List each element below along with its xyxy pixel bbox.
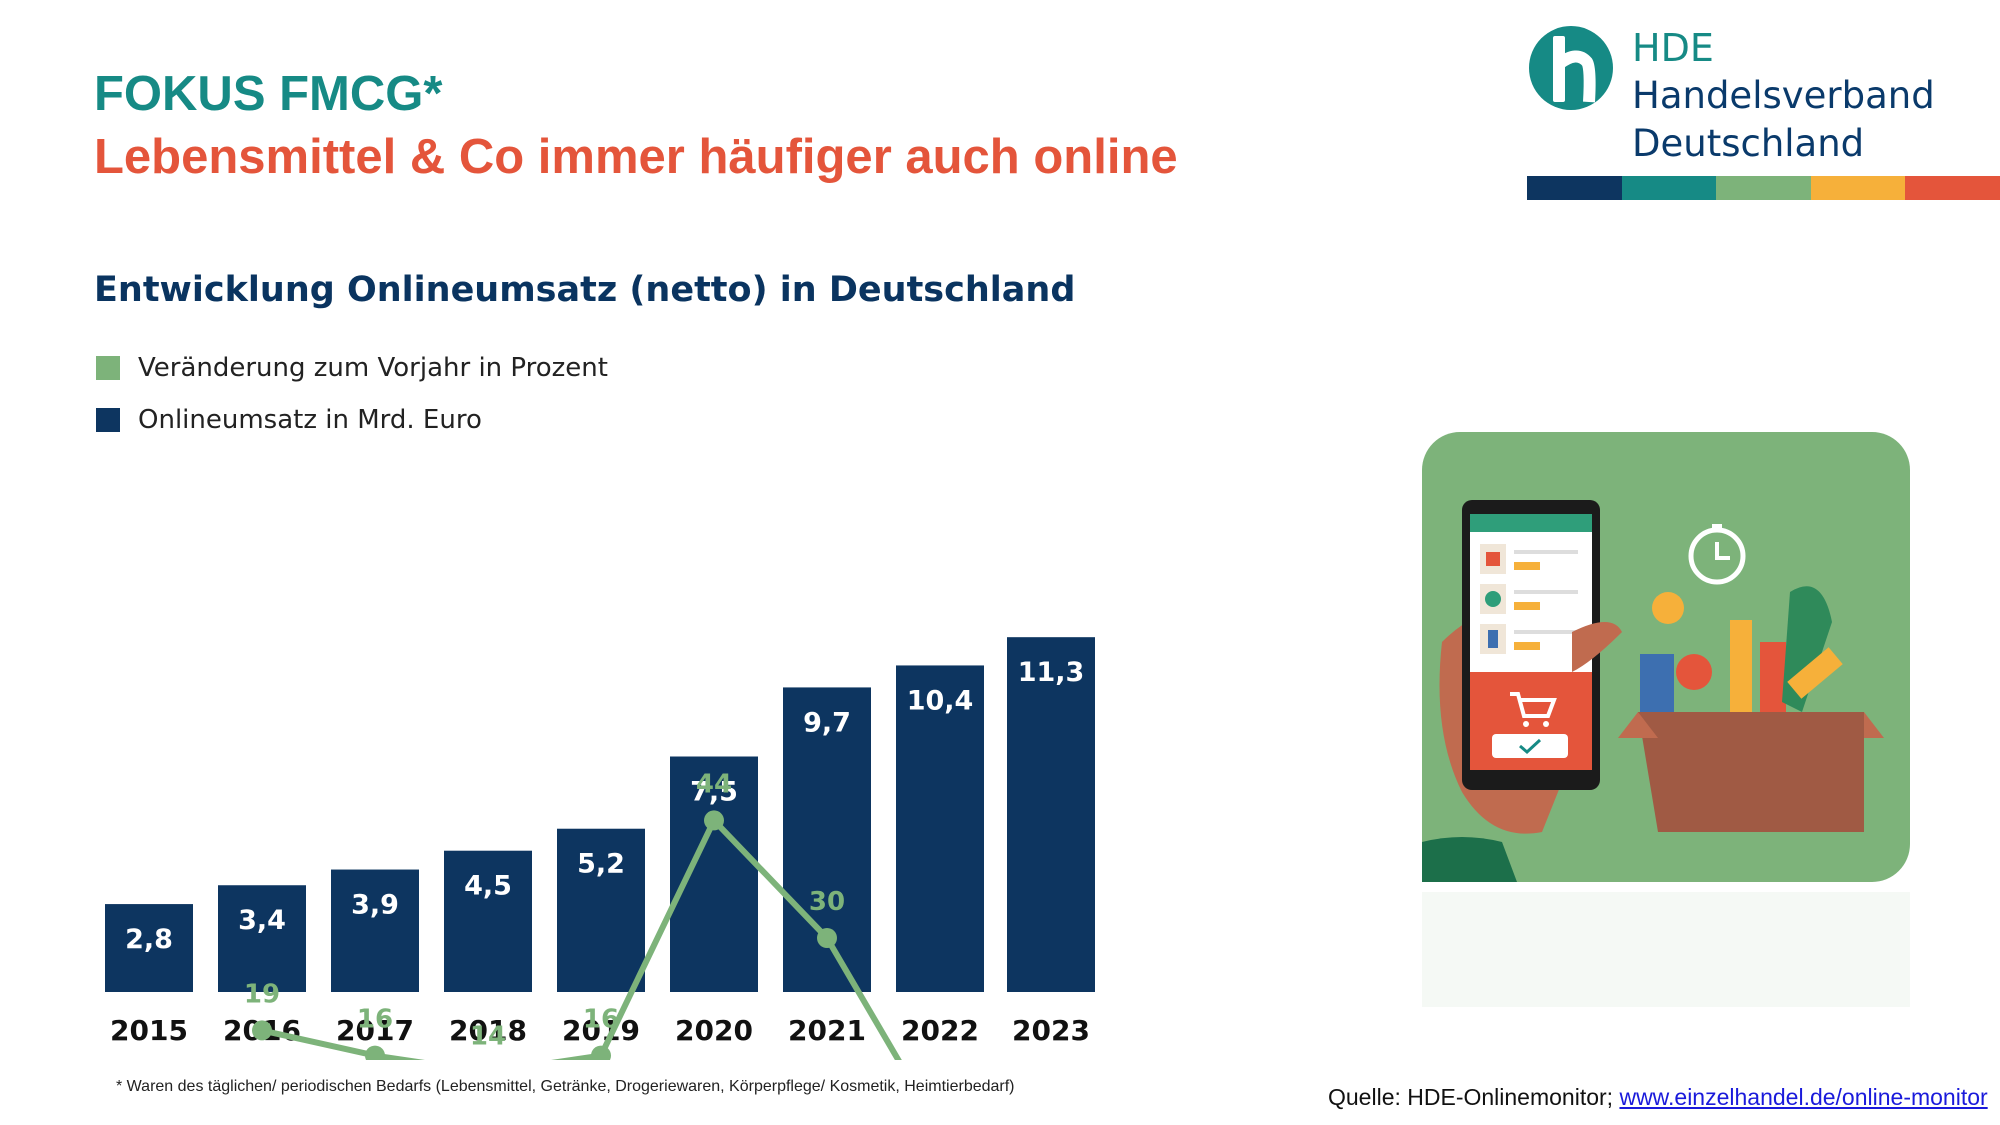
page-subtitle: Lebensmittel & Co immer häufiger auch on… (94, 130, 1178, 184)
bar-label-2019: 5,2 (577, 849, 625, 880)
line-label-2021: 30 (809, 887, 845, 917)
bar-label-2021: 9,7 (803, 707, 851, 738)
logo-line-handelsverband: Handelsverband (1632, 74, 1935, 117)
bar-label-2018: 4,5 (464, 871, 512, 902)
hde-logo-icon (1529, 26, 1613, 110)
chart-title: Entwicklung Onlineumsatz (netto) in Deut… (94, 270, 1076, 310)
logo-stripe-4 (1810, 176, 1906, 200)
logo-stripe-1 (1527, 176, 1622, 200)
bar-2023 (1007, 637, 1095, 992)
line-point-2016 (252, 1020, 272, 1041)
logo-line-deutschland: Deutschland (1632, 122, 1865, 165)
bar-2018 (444, 850, 532, 992)
logo-text: HDE Handelsverband Deutschland (1632, 24, 1935, 168)
legend-item-bar: Onlineumsatz in Mrd. Euro (96, 394, 608, 446)
logo-stripe-5 (1905, 176, 2000, 200)
line-label-2016: 19 (244, 979, 280, 1009)
legend-swatch-blue (96, 408, 120, 432)
source-link[interactable]: www.einzelhandel.de/online-monitor (1619, 1084, 1988, 1110)
hde-logo: HDE Handelsverband Deutschland (1527, 24, 2000, 204)
line-label-2020: 44 (696, 769, 732, 799)
logo-color-stripes (1527, 176, 2000, 200)
bar-label-2017: 3,9 (351, 890, 399, 921)
online-revenue-chart: 2,820153,420163,920174,520185,220197,520… (105, 637, 1095, 1060)
line-point-2019 (591, 1045, 611, 1060)
line-label-2017: 16 (357, 1005, 393, 1035)
bar-label-2022: 10,4 (907, 685, 974, 716)
x-tick-2015: 2015 (110, 1014, 188, 1047)
bar-2022 (896, 665, 984, 992)
legend-label-bar: Onlineumsatz in Mrd. Euro (138, 405, 482, 435)
line-label-2019: 16 (583, 1005, 619, 1035)
x-tick-2019: 2019 (562, 1014, 640, 1047)
line-label-2018: 14 (470, 1021, 506, 1051)
legend-item-line: Veränderung zum Vorjahr in Prozent (96, 342, 608, 394)
bar-2019 (557, 828, 645, 992)
online-grocery-illustration (1422, 432, 1910, 1007)
yoy-change-line (261, 817, 902, 1060)
bar-2016 (218, 885, 306, 992)
legend-label-line: Veränderung zum Vorjahr in Prozent (138, 353, 608, 383)
legend-swatch-green (96, 356, 120, 380)
line-point-2021 (817, 928, 837, 948)
line-point-2017 (365, 1045, 385, 1060)
chart-legend: Veränderung zum Vorjahr in Prozent Onlin… (96, 342, 608, 446)
source-line: Quelle: HDE-Onlinemonitor; www.einzelhan… (1328, 1084, 1988, 1111)
bar-2015 (105, 904, 193, 992)
bar-label-2015: 2,8 (125, 924, 173, 955)
logo-line-hde: HDE (1632, 26, 1714, 70)
x-tick-2020: 2020 (675, 1014, 753, 1047)
x-tick-2018: 2018 (449, 1014, 527, 1047)
bar-2017 (331, 869, 419, 992)
page-title: FOKUS FMCG* (94, 67, 443, 121)
logo-stripe-2 (1621, 176, 1717, 200)
footnote: * Waren des täglichen/ periodischen Beda… (116, 1078, 1015, 1095)
bar-2020 (670, 756, 758, 992)
line-point-2020 (704, 810, 724, 831)
x-tick-2017: 2017 (336, 1014, 414, 1047)
bar-label-2020: 7,5 (690, 777, 738, 808)
bar-label-2023: 11,3 (1018, 657, 1085, 688)
bar-label-2016: 3,4 (238, 905, 286, 936)
logo-stripe-3 (1716, 176, 1811, 200)
x-tick-2021: 2021 (788, 1014, 866, 1047)
x-tick-2022: 2022 (901, 1014, 979, 1047)
x-tick-2023: 2023 (1012, 1014, 1090, 1047)
source-prefix: Quelle: HDE-Onlinemonitor; (1328, 1084, 1620, 1110)
